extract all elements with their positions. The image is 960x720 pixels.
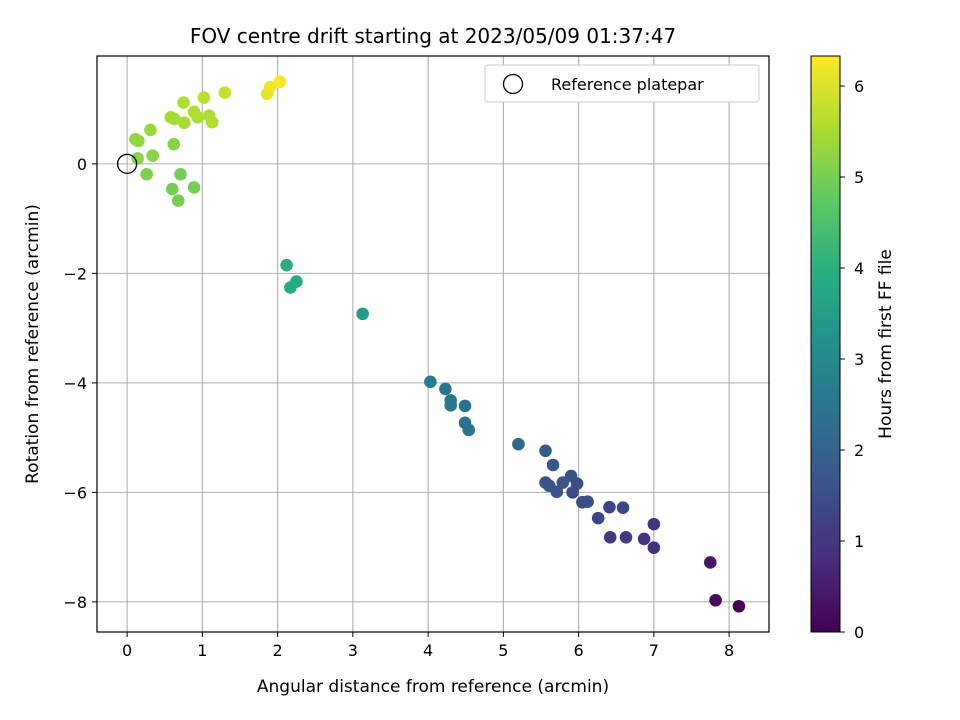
data-point (439, 382, 452, 396)
colorbar-label: Hours from first FF file (876, 249, 896, 439)
data-point (144, 123, 157, 137)
data-point (174, 167, 187, 181)
legend-label: Reference platepar (551, 75, 704, 94)
data-point (171, 194, 185, 207)
data-point (197, 91, 211, 104)
data-point (512, 437, 525, 451)
x-tick-label: 3 (348, 641, 358, 660)
data-point (550, 485, 564, 499)
data-point (424, 375, 437, 389)
data-point (167, 137, 181, 151)
data-point (218, 86, 232, 99)
data-point (709, 593, 722, 607)
data-point (273, 75, 287, 89)
x-tick-label: 5 (498, 641, 508, 660)
data-point (616, 501, 630, 515)
data-point (146, 149, 159, 162)
data-point (444, 399, 457, 412)
data-point (546, 458, 560, 472)
data-point (539, 444, 552, 458)
reference-platepar-point (116, 153, 138, 175)
x-tick-label: 6 (574, 641, 584, 660)
colorbar-tick-label: 4 (854, 259, 864, 278)
data-point (603, 530, 617, 544)
y-tick-label: −4 (63, 374, 87, 393)
data-point (637, 532, 651, 546)
data-point (458, 399, 472, 413)
data-point (704, 556, 717, 569)
data-point (165, 182, 179, 196)
x-tick-label: 7 (649, 641, 659, 660)
data-point (168, 112, 181, 126)
data-point (263, 80, 277, 94)
data-point (647, 517, 661, 531)
data-point (131, 152, 144, 165)
data-point (205, 115, 219, 129)
y-tick-label: −8 (63, 593, 87, 612)
data-point (570, 477, 584, 490)
plot-frame (96, 55, 770, 633)
y-tick-label: 0 (77, 155, 87, 174)
data-point (581, 495, 594, 508)
data-point (290, 275, 303, 288)
colorbar-ticks: 0 1 2 3 4 5 6 (840, 77, 864, 642)
x-axis-label: Angular distance from reference (arcmin) (257, 677, 609, 697)
colorbar-gradient (810, 55, 841, 633)
x-tick-label: 4 (423, 641, 433, 660)
data-point (591, 511, 605, 525)
y-tick-label: −6 (63, 483, 87, 502)
axis-ticks: 0 1 2 3 4 5 6 7 8 −8 −6 −4 −2 0 (63, 155, 734, 660)
data-point (647, 541, 661, 554)
reference-marker (116, 153, 138, 175)
data-point (619, 530, 633, 544)
chart-title: FOV centre drift starting at 2023/05/09 … (190, 24, 676, 48)
data-point (280, 258, 293, 272)
colorbar-tick-label: 0 (854, 623, 864, 642)
legend: Reference platepar (484, 64, 760, 103)
data-point (187, 181, 201, 194)
legend-box (484, 64, 760, 103)
y-axis-label: Rotation from reference (arcmin) (23, 204, 43, 484)
data-point (132, 134, 145, 148)
colorbar-tick-label: 3 (854, 350, 864, 369)
data-point (603, 500, 616, 514)
x-tick-label: 1 (197, 641, 207, 660)
colorbar-tick-label: 2 (854, 441, 864, 460)
data-point (732, 599, 746, 613)
data-point (140, 167, 153, 181)
data-points (129, 75, 746, 613)
colorbar-tick-label: 1 (854, 532, 864, 551)
grid (97, 56, 769, 632)
y-tick-label: −2 (63, 264, 87, 283)
x-tick-label: 2 (273, 641, 283, 660)
x-tick-label: 8 (724, 641, 734, 660)
colorbar-tick-label: 5 (854, 168, 864, 187)
data-point (177, 96, 190, 109)
data-point (356, 307, 369, 321)
x-tick-label: 0 (122, 641, 132, 660)
data-point (177, 116, 191, 130)
colorbar: 0 1 2 3 4 5 6 Hours from first FF file (810, 55, 896, 642)
data-point (191, 111, 205, 124)
data-point (462, 423, 476, 437)
legend-reference-marker (502, 73, 524, 95)
colorbar-tick-label: 6 (854, 77, 864, 96)
